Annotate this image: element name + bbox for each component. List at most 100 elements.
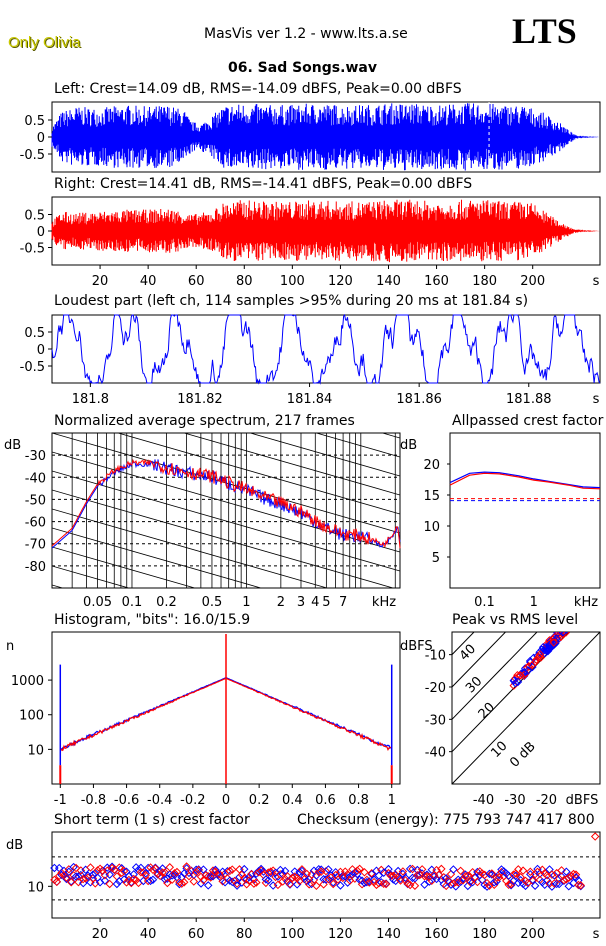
y-tick-label-spectrum: -50	[25, 493, 46, 508]
crest-diagonal-label: 0 dB	[507, 739, 539, 771]
checksum-label: Checksum (energy): 775 793 747 417 800	[297, 812, 595, 828]
shortcrest-point	[100, 876, 110, 885]
x-tick-label-spectrum: 3	[297, 595, 305, 610]
x-tick-label-peakrms: -20	[536, 793, 557, 808]
shortcrest-point	[437, 864, 446, 874]
y-tick-label-spectrum: -60	[25, 516, 46, 531]
x-tick-label-loudest: 181.82	[177, 392, 223, 407]
spectrum-series-red	[51, 458, 401, 549]
shortcrest-point	[526, 867, 535, 877]
shortcrest-point	[264, 876, 273, 885]
y-tick-label-right: 0.5	[24, 209, 45, 224]
y-tick-label-histogram: 100	[19, 709, 44, 724]
shortcrest-point	[545, 879, 554, 888]
shortcrest-point	[377, 865, 386, 875]
peakrms-diagonals	[452, 617, 600, 784]
shortcrest-point	[129, 870, 138, 879]
crest-diagonal	[452, 632, 600, 784]
shortcrest-point	[353, 866, 362, 875]
x-tick-label-right: 160	[424, 274, 449, 289]
y-tick-label-shortcrest: 10	[27, 880, 44, 895]
y-tick-label-peakrms: -20	[425, 681, 446, 696]
shortcrest-point	[117, 864, 126, 873]
x-tick-label-shortcrest: 140	[376, 927, 401, 942]
x-tick-label-shortcrest: 20	[92, 927, 109, 942]
shortcrest-point	[521, 881, 530, 891]
y-tick-label-right: 0	[37, 225, 45, 240]
shortcrest-point	[57, 868, 66, 878]
peakrms-point	[532, 655, 541, 664]
peakrms-point	[562, 622, 569, 629]
x-tick-label-spectrum: 0.5	[202, 595, 223, 610]
peakrms-point	[511, 674, 520, 683]
peakrms-point	[561, 632, 571, 634]
peakrms-point	[564, 621, 571, 628]
shortcrest-point	[328, 879, 338, 889]
crest-diagonal	[452, 632, 538, 721]
shortcrest-point	[367, 869, 376, 879]
shortcrest-point	[449, 865, 458, 874]
shortcrest-point	[211, 867, 220, 876]
left-title: Left: Crest=14.09 dB, RMS=-14.09 dBFS, P…	[54, 81, 462, 97]
shortcrest-point	[576, 881, 586, 890]
spectrum-slope-line	[52, 565, 131, 588]
y-tick-label-loudest: -0.5	[20, 360, 45, 375]
shortcrest-point	[292, 880, 302, 889]
shortcrest-point	[235, 865, 244, 874]
shortcrest-point	[191, 867, 201, 877]
shortcrest-point	[240, 864, 249, 874]
shortcrest-point	[535, 875, 545, 885]
shortcrest-point	[506, 880, 516, 889]
file-name: 06. Sad Songs.wav	[228, 60, 377, 76]
x-tick-label-shortcrest: 60	[188, 927, 205, 942]
shortcrest-point	[107, 862, 117, 871]
shortcrest-point	[122, 878, 131, 887]
shortcrest-point	[398, 867, 408, 876]
loudest-title: Loudest part (left ch, 114 samples >95% …	[54, 293, 529, 309]
crest-diagonal	[452, 632, 507, 688]
shortcrest-point	[518, 866, 528, 875]
shortcrest-point	[550, 879, 559, 888]
peakrms-point	[561, 622, 568, 629]
peakrms-point	[566, 620, 573, 627]
peakrms-point	[516, 671, 525, 680]
x-tick-label-histogram: 0.2	[249, 793, 270, 808]
peakrms-point	[561, 632, 570, 633]
x-tick-label-loudest: 181.86	[396, 392, 442, 407]
peakrms-point	[567, 617, 574, 624]
shortcrest-point	[151, 863, 160, 872]
peakrms-point	[523, 666, 533, 675]
y-tick-label-left: 0.5	[24, 114, 45, 129]
shortcrest-ylabel: dB	[6, 838, 23, 853]
x-tick-label-right: 100	[280, 274, 305, 289]
allpassed-series-blue	[449, 471, 601, 489]
peakrms-point	[565, 621, 572, 628]
right-title: Right: Crest=14.41 dB, RMS=-14.41 dBFS, …	[54, 176, 473, 192]
y-tick-label-allpassed: 15	[423, 489, 440, 504]
shortcrest-point	[179, 878, 189, 887]
shortcrest-point	[76, 870, 86, 880]
shortcrest-point	[526, 870, 535, 879]
peakrms-point	[565, 623, 572, 630]
spectrum-slope-line	[52, 489, 395, 588]
allpassed-frame	[449, 432, 601, 589]
shortcrest-point	[196, 879, 206, 888]
spectrum-slope-line	[52, 546, 197, 588]
y-tick-label-histogram: 1000	[11, 674, 44, 689]
shortcrest-point	[422, 870, 432, 880]
peakrms-point	[566, 620, 573, 627]
shortcrest-point	[401, 876, 410, 885]
shortcrest-point	[312, 881, 321, 891]
x-tick-label-histogram: 0.6	[315, 793, 336, 808]
shortcrest-point	[158, 868, 167, 877]
shortcrest-point	[336, 881, 345, 890]
x-unit-allpassed: kHz	[574, 595, 598, 610]
shortcrest-point	[141, 869, 150, 878]
x-tick-label-histogram: -0.8	[81, 793, 106, 808]
shortcrest-point	[316, 867, 326, 876]
shortcrest-point	[191, 865, 201, 875]
shortcrest-point	[410, 874, 420, 883]
shortcrest-point	[172, 867, 182, 877]
shortcrest-point	[52, 877, 62, 887]
shortcrest-point	[213, 870, 223, 880]
